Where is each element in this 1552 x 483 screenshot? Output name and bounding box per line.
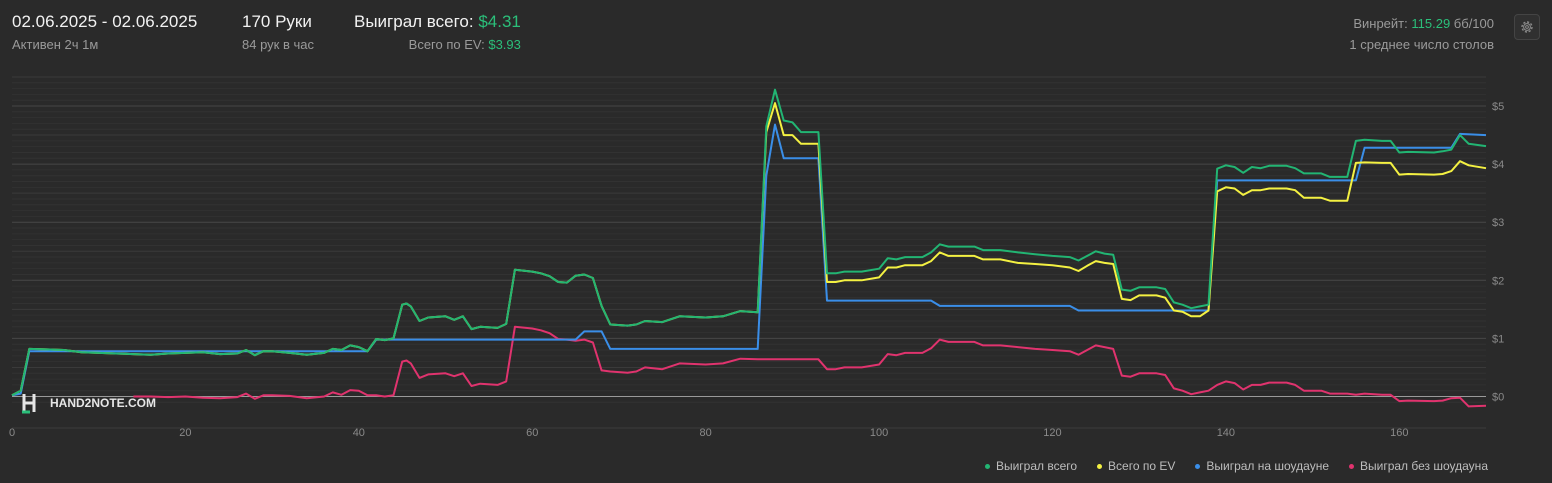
x-tick-label: 140 — [1217, 427, 1235, 439]
winrate: Винрейт: 115.29 бб/100 — [1349, 16, 1494, 31]
winrate-unit: бб/100 — [1453, 16, 1494, 31]
y-tick-label: $5 — [1492, 101, 1504, 113]
x-tick-label: 0 — [9, 427, 15, 439]
winrate-value: 115.29 — [1411, 16, 1451, 31]
active-time: Активен 2ч 1м — [12, 37, 99, 52]
chart-legend: Выиграл всего Всего по EV Выиграл на шоу… — [984, 459, 1488, 473]
chart-lines — [11, 88, 1487, 408]
legend-dot-won-total — [984, 463, 990, 469]
y-tick-label: $2 — [1492, 275, 1504, 287]
winrate-label: Винрейт: — [1353, 16, 1408, 31]
ev-total-label: Всего по EV: — [408, 37, 485, 52]
winrate-block: Винрейт: 115.29 бб/100 1 среднее число с… — [1349, 12, 1494, 52]
hand2note-logo-icon — [22, 394, 36, 414]
x-tick-label: 100 — [870, 427, 888, 439]
series-line-won-total — [11, 88, 1487, 397]
x-tick-label: 40 — [353, 427, 365, 439]
legend-item[interactable]: Всего по EV — [1097, 459, 1175, 473]
legend-label-showdown: Выиграл на шоудауне — [1206, 459, 1329, 473]
avg-tables: 1 среднее число столов — [1349, 37, 1494, 52]
won-total-value: $4.31 — [478, 12, 521, 31]
totals-block: Выиграл всего: $4.31 Всего по EV: $3.93 — [354, 12, 521, 52]
header: 02.06.2025 - 02.06.2025 Активен 2ч 1м 17… — [12, 12, 1540, 58]
y-tick-label: $1 — [1492, 333, 1504, 345]
legend-dot-showdown — [1195, 463, 1201, 469]
y-tick-label: $4 — [1492, 159, 1504, 171]
won-total: Выиграл всего: $4.31 — [354, 12, 521, 32]
x-tick-label: 120 — [1043, 427, 1061, 439]
legend-label-non-showdown: Выиграл без шоудауна — [1360, 459, 1488, 473]
x-axis: 0 20 40 60 80 100 120 140 160 — [9, 427, 1409, 439]
series-line-non-showdown — [133, 325, 1487, 408]
date-range: 02.06.2025 - 02.06.2025 — [12, 12, 198, 31]
x-tick-label: 160 — [1390, 427, 1408, 439]
chart-grid — [12, 76, 1486, 429]
x-tick-label: 20 — [179, 427, 191, 439]
settings-button[interactable] — [1514, 14, 1540, 40]
y-tick-label: $3 — [1492, 217, 1504, 229]
x-tick-label: 80 — [700, 427, 712, 439]
logo-text: HAND2NOTE.COM — [50, 396, 157, 410]
x-tick-label: 60 — [526, 427, 538, 439]
legend-item[interactable]: Выиграл на шоудауне — [1195, 459, 1329, 473]
ev-total: Всего по EV: $3.93 — [354, 37, 521, 52]
hands-per-hour: 84 рук в час — [242, 37, 314, 52]
legend-dot-non-showdown — [1349, 463, 1354, 469]
y-tick-label: $0 — [1492, 392, 1504, 404]
hands-block: 170 Руки 84 рук в час — [242, 12, 314, 52]
date-block: 02.06.2025 - 02.06.2025 Активен 2ч 1м — [12, 12, 197, 52]
series-line-showdown — [11, 123, 1487, 397]
hand2note-logo: HAND2NOTE.COM — [22, 392, 156, 414]
y-axis: $5 $4 $3 $2 $1 $0 — [1492, 101, 1504, 404]
won-total-label: Выиграл всего: — [354, 12, 474, 31]
gear-icon — [1521, 21, 1533, 33]
ev-total-value: $3.93 — [488, 37, 521, 52]
legend-item[interactable]: Выиграл без шоудауна — [1349, 459, 1488, 473]
legend-label-won-total: Выиграл всего — [995, 459, 1078, 473]
hands-count: 170 Руки — [242, 12, 312, 31]
legend-label-ev: Всего по EV — [1108, 459, 1176, 473]
legend-dot-ev — [1097, 463, 1103, 469]
legend-item[interactable]: Выиграл всего — [984, 459, 1078, 473]
